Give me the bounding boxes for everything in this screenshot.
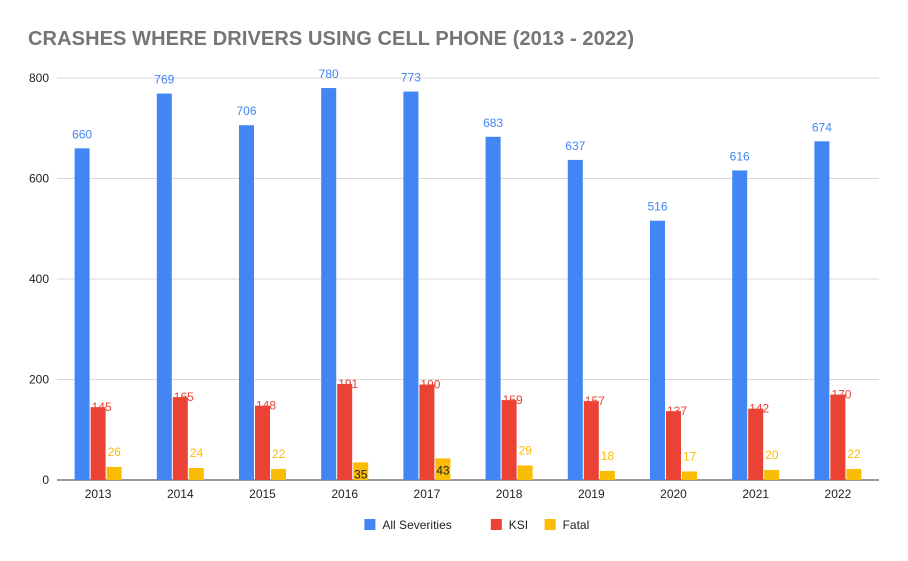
data-label: 159 xyxy=(503,393,523,407)
bar-fatal xyxy=(188,467,204,480)
bar-ksi xyxy=(583,401,599,480)
data-label: 142 xyxy=(749,402,769,416)
legend-label: KSI xyxy=(509,518,528,532)
x-tick-label: 2020 xyxy=(660,487,687,501)
data-label: 660 xyxy=(72,127,92,141)
x-tick-label: 2016 xyxy=(331,487,358,501)
data-label: 43 xyxy=(436,463,450,477)
bar-fatal xyxy=(353,462,369,480)
bar-ksi xyxy=(337,384,353,480)
x-tick-label: 2015 xyxy=(249,487,276,501)
data-label: 22 xyxy=(272,447,286,461)
data-label: 165 xyxy=(174,390,194,404)
data-label: 637 xyxy=(565,139,585,153)
bar-all-severities xyxy=(567,159,583,480)
x-tick-label: 2018 xyxy=(496,487,523,501)
bar-all-severities xyxy=(239,125,254,481)
bar-ksi xyxy=(666,411,681,480)
x-tick-label: 2021 xyxy=(742,487,769,501)
data-label: 170 xyxy=(831,388,851,402)
legend-swatch-ksi xyxy=(490,519,502,530)
data-label: 191 xyxy=(338,377,358,391)
bar-all-severities xyxy=(74,148,90,480)
bar-ksi xyxy=(748,408,764,480)
x-tick-label: 2022 xyxy=(825,487,852,501)
data-label: 773 xyxy=(401,71,421,85)
legend-label: All Severities xyxy=(382,518,451,532)
data-label: 769 xyxy=(154,73,174,87)
x-tick-label: 2019 xyxy=(578,487,605,501)
data-label: 190 xyxy=(420,378,440,392)
y-tick-label: 400 xyxy=(29,272,49,286)
data-label: 22 xyxy=(847,447,861,461)
data-label: 683 xyxy=(483,116,503,130)
bar-fatal xyxy=(106,466,122,480)
y-tick-label: 0 xyxy=(42,473,49,487)
data-label: 145 xyxy=(92,400,112,414)
chart-title: CRASHES WHERE DRIVERS USING CELL PHONE (… xyxy=(28,28,635,50)
legend-swatch-fatal xyxy=(544,519,556,530)
data-label: 148 xyxy=(256,399,276,413)
bar-fatal xyxy=(599,470,615,480)
data-label: 29 xyxy=(519,443,533,457)
y-tick-label: 200 xyxy=(29,373,49,387)
legend-swatch-all-severities xyxy=(364,519,376,530)
data-label: 35 xyxy=(354,467,368,481)
data-label: 26 xyxy=(108,445,122,459)
bar-fatal xyxy=(435,458,451,480)
bar-all-severities xyxy=(485,136,501,481)
bar-all-severities xyxy=(156,93,172,480)
bar-all-severities xyxy=(650,220,665,480)
data-label: 706 xyxy=(236,104,256,118)
data-label: 18 xyxy=(601,449,615,463)
data-label: 516 xyxy=(647,200,667,214)
bar-all-severities xyxy=(403,91,419,480)
data-label: 137 xyxy=(667,404,687,418)
bar-fatal xyxy=(271,468,286,480)
legend-label: Fatal xyxy=(563,518,590,532)
y-tick-label: 600 xyxy=(29,172,49,186)
bar-ksi xyxy=(255,405,270,480)
bar-all-severities xyxy=(814,141,830,480)
bar-ksi xyxy=(172,397,188,480)
data-label: 674 xyxy=(812,120,832,134)
bar-ksi xyxy=(501,400,517,480)
bar-all-severities xyxy=(321,88,337,481)
bar-ksi xyxy=(419,384,435,480)
bar-ksi xyxy=(90,407,106,480)
bar-ksi xyxy=(830,394,846,480)
bar-fatal xyxy=(517,465,533,480)
x-tick-label: 2013 xyxy=(85,487,112,501)
bar-fatal xyxy=(682,471,697,480)
data-label: 616 xyxy=(730,149,750,163)
y-tick-label: 800 xyxy=(29,71,49,85)
bar-fatal xyxy=(764,469,780,480)
data-label: 157 xyxy=(585,394,605,408)
x-tick-label: 2017 xyxy=(414,487,441,501)
data-label: 17 xyxy=(683,449,697,463)
bar-all-severities xyxy=(732,170,748,480)
bar-fatal xyxy=(846,468,862,480)
data-label: 780 xyxy=(319,67,339,81)
x-tick-label: 2014 xyxy=(167,487,194,501)
data-label: 24 xyxy=(190,446,204,460)
data-label: 20 xyxy=(765,448,779,462)
